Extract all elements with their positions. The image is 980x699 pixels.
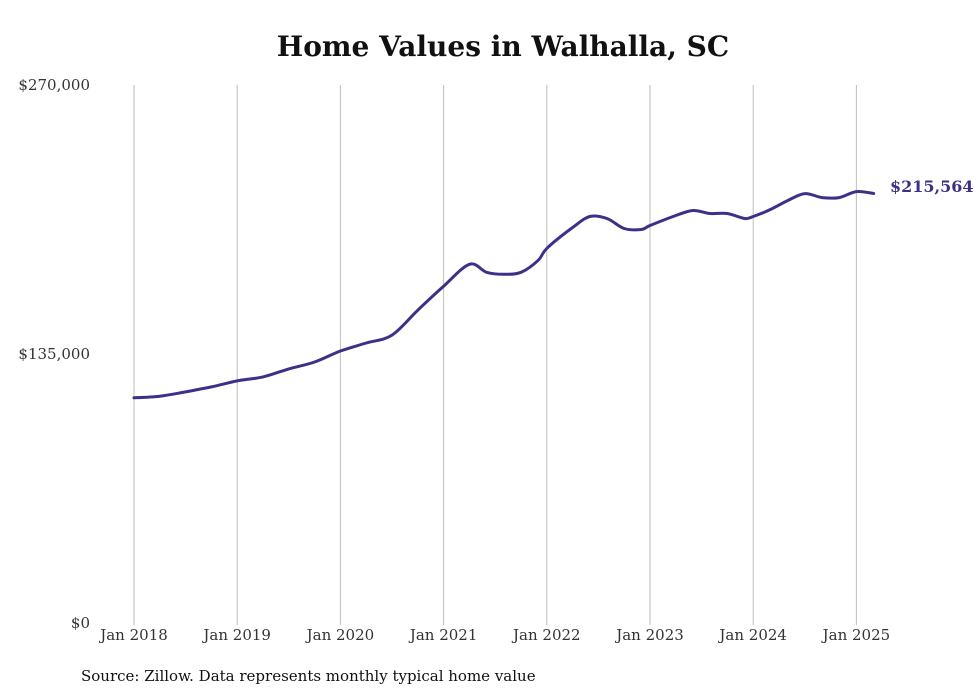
y-tick-label: $0	[71, 614, 90, 632]
x-tick-label: Jan 2019	[201, 626, 271, 644]
latest-value-label: $215,564	[890, 177, 974, 196]
x-tick-label: Jan 2024	[717, 626, 787, 644]
x-tick-label: Jan 2018	[98, 626, 168, 644]
home-value-line	[132, 189, 876, 400]
gridlines	[133, 85, 857, 625]
y-axis-labels: $0 $135,000 $270,000	[18, 76, 90, 632]
x-tick-label: Jan 2021	[408, 626, 478, 644]
y-tick-label: $270,000	[18, 76, 90, 94]
source-note: Source: Zillow. Data represents monthly …	[81, 667, 536, 685]
chart-title: Home Values in Walhalla, SC	[276, 30, 730, 63]
y-tick-label: $135,000	[18, 345, 90, 363]
x-tick-label: Jan 2023	[614, 626, 684, 644]
x-tick-label: Jan 2022	[511, 626, 581, 644]
x-tick-label: Jan 2025	[821, 626, 891, 644]
x-axis-labels: Jan 2018 Jan 2019 Jan 2020 Jan 2021 Jan 2022…	[98, 626, 890, 644]
x-tick-label: Jan 2020	[305, 626, 375, 644]
